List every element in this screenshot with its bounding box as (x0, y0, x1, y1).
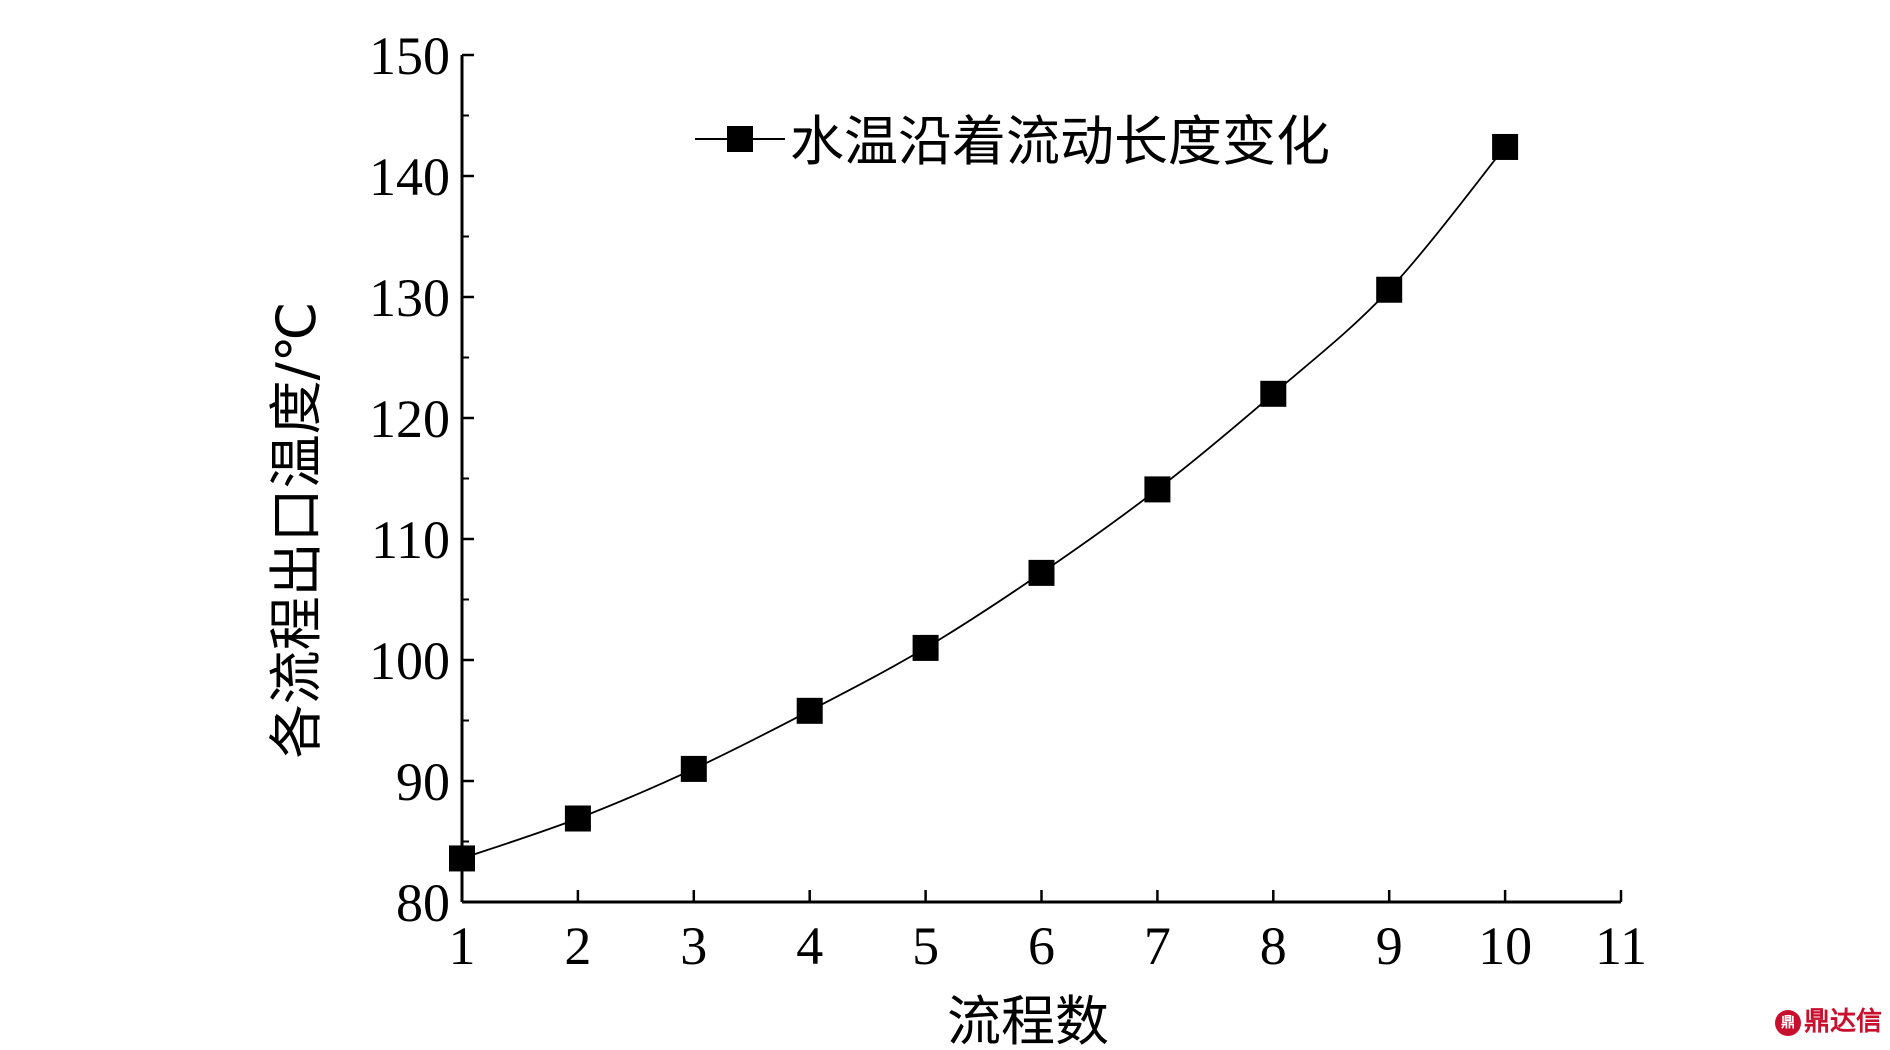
y-tick-label: 130 (369, 268, 450, 328)
x-axis-title: 流程数 (947, 990, 1109, 1050)
legend: 水温沿着流动长度变化 (695, 110, 1330, 173)
x-tick-label: 11 (1595, 916, 1647, 976)
data-point (1376, 276, 1403, 303)
y-tick-label: 90 (396, 752, 450, 812)
data-point (1144, 476, 1171, 503)
x-axis-ticks: 1 2 3 4 5 6 7 8 9 10 11 (449, 890, 1647, 976)
y-tick-label: 110 (371, 510, 450, 570)
x-tick-label: 9 (1376, 916, 1403, 976)
axes (460, 55, 1621, 904)
legend-marker (727, 126, 753, 152)
y-tick-label: 100 (369, 631, 450, 691)
x-tick-label: 8 (1260, 916, 1287, 976)
data-point (1260, 380, 1287, 407)
x-tick-label: 3 (680, 916, 707, 976)
y-tick-label: 140 (369, 147, 450, 207)
x-tick-label: 6 (1028, 916, 1055, 976)
y-tick-label: 150 (369, 26, 450, 86)
legend-label: 水温沿着流动长度变化 (790, 110, 1330, 173)
y-tick-label: 120 (369, 389, 450, 449)
x-tick-label: 4 (796, 916, 823, 976)
x-tick-label: 2 (564, 916, 591, 976)
data-point (912, 634, 939, 661)
x-tick-label: 5 (912, 916, 939, 976)
y-axis-title: 各流程出口温度/℃ (265, 302, 328, 759)
data-point (680, 755, 707, 782)
data-point (449, 845, 475, 872)
x-tick-label: 10 (1478, 916, 1532, 976)
watermark: 鼎鼎达信 (1774, 1001, 1882, 1038)
series-line (461, 146, 1506, 860)
data-point (1492, 133, 1519, 160)
y-tick-label: 80 (396, 873, 450, 933)
data-point (796, 697, 823, 724)
x-tick-label: 1 (449, 916, 476, 976)
watermark-logo-icon: 鼎 (1774, 1009, 1801, 1036)
x-tick-label: 7 (1144, 916, 1171, 976)
data-point (564, 805, 591, 832)
data-point (1028, 559, 1055, 586)
watermark-text: 鼎达信 (1803, 1007, 1882, 1037)
y-axis-ticks: 80 90 100 110 120 130 140 150 (369, 26, 474, 933)
series-markers (449, 133, 1519, 872)
